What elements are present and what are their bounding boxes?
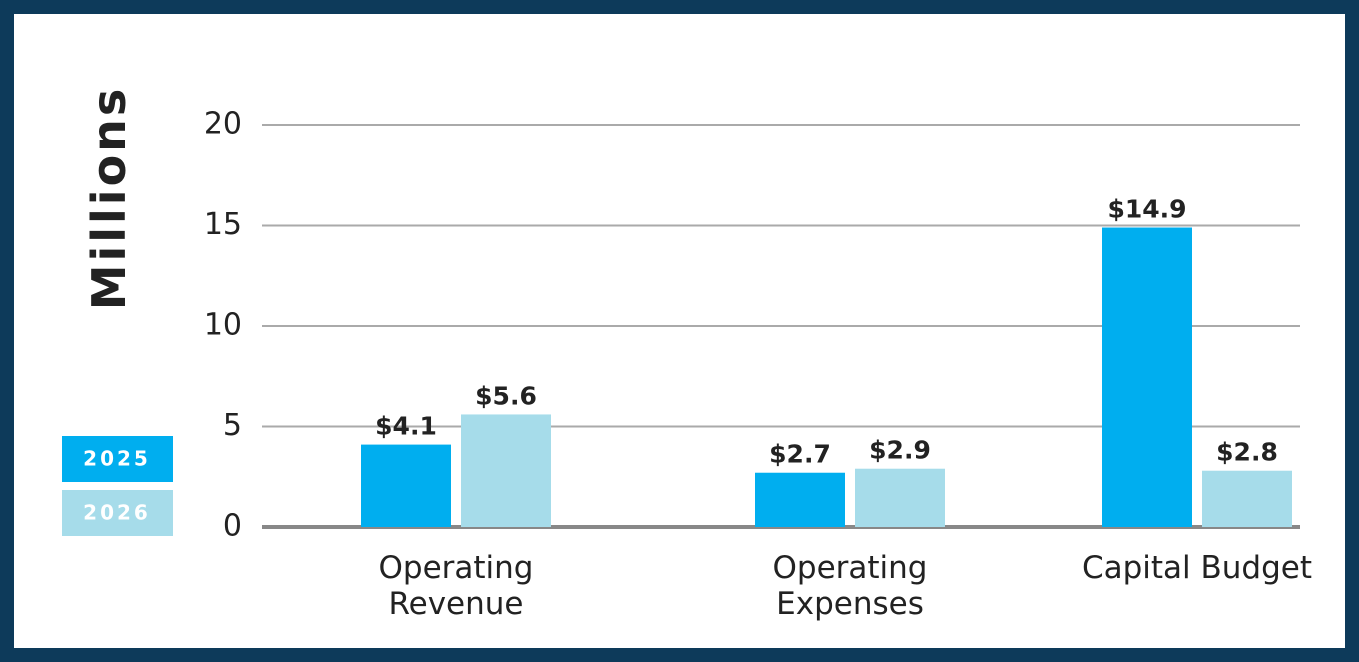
legend-label: 2026: [83, 501, 151, 525]
legend-label: 2025: [83, 447, 151, 471]
bar: [361, 444, 451, 527]
bar: [755, 472, 845, 527]
value-label: $2.7: [769, 440, 831, 469]
y-tick-label: 10: [204, 308, 242, 343]
x-tick-label: Operating Expenses: [772, 550, 928, 622]
y-tick-label: 15: [204, 207, 242, 242]
bar: [1202, 470, 1292, 527]
value-label: $14.9: [1107, 195, 1186, 224]
value-label: $2.8: [1216, 438, 1278, 467]
x-tick-label: Operating Revenue: [378, 550, 534, 622]
legend-swatch: [62, 490, 173, 536]
y-tick-label: 20: [204, 107, 242, 142]
x-tick-label: Capital Budget: [1081, 550, 1313, 586]
y-tick-label: 0: [223, 509, 242, 544]
y-tick-label: 5: [223, 408, 242, 443]
bar: [855, 468, 945, 527]
bar: [1102, 227, 1192, 527]
value-label: $4.1: [375, 412, 437, 441]
y-axis-label: Millions: [82, 86, 136, 311]
value-label: $2.9: [869, 436, 931, 465]
value-label: $5.6: [475, 381, 537, 410]
bar: [461, 414, 551, 527]
legend-swatch: [62, 436, 173, 482]
